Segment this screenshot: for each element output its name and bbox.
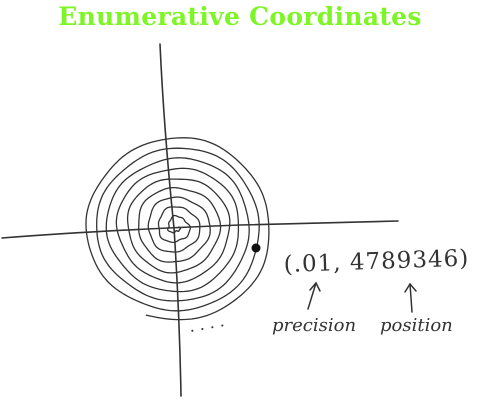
- ellipsis-dots: . . . .: [187, 311, 225, 336]
- diagram-title: Enumerative Coordinates: [58, 2, 422, 31]
- point-marker: [251, 243, 261, 253]
- precision-arrow: [307, 281, 321, 310]
- coordinate-pair: (.01, 4789346): [283, 246, 469, 278]
- precision-label: precision: [272, 315, 356, 336]
- position-arrow: [404, 282, 417, 313]
- position-label: position: [380, 315, 453, 336]
- spiral-curve: [85, 137, 270, 321]
- horizontal-axis: [1, 220, 399, 239]
